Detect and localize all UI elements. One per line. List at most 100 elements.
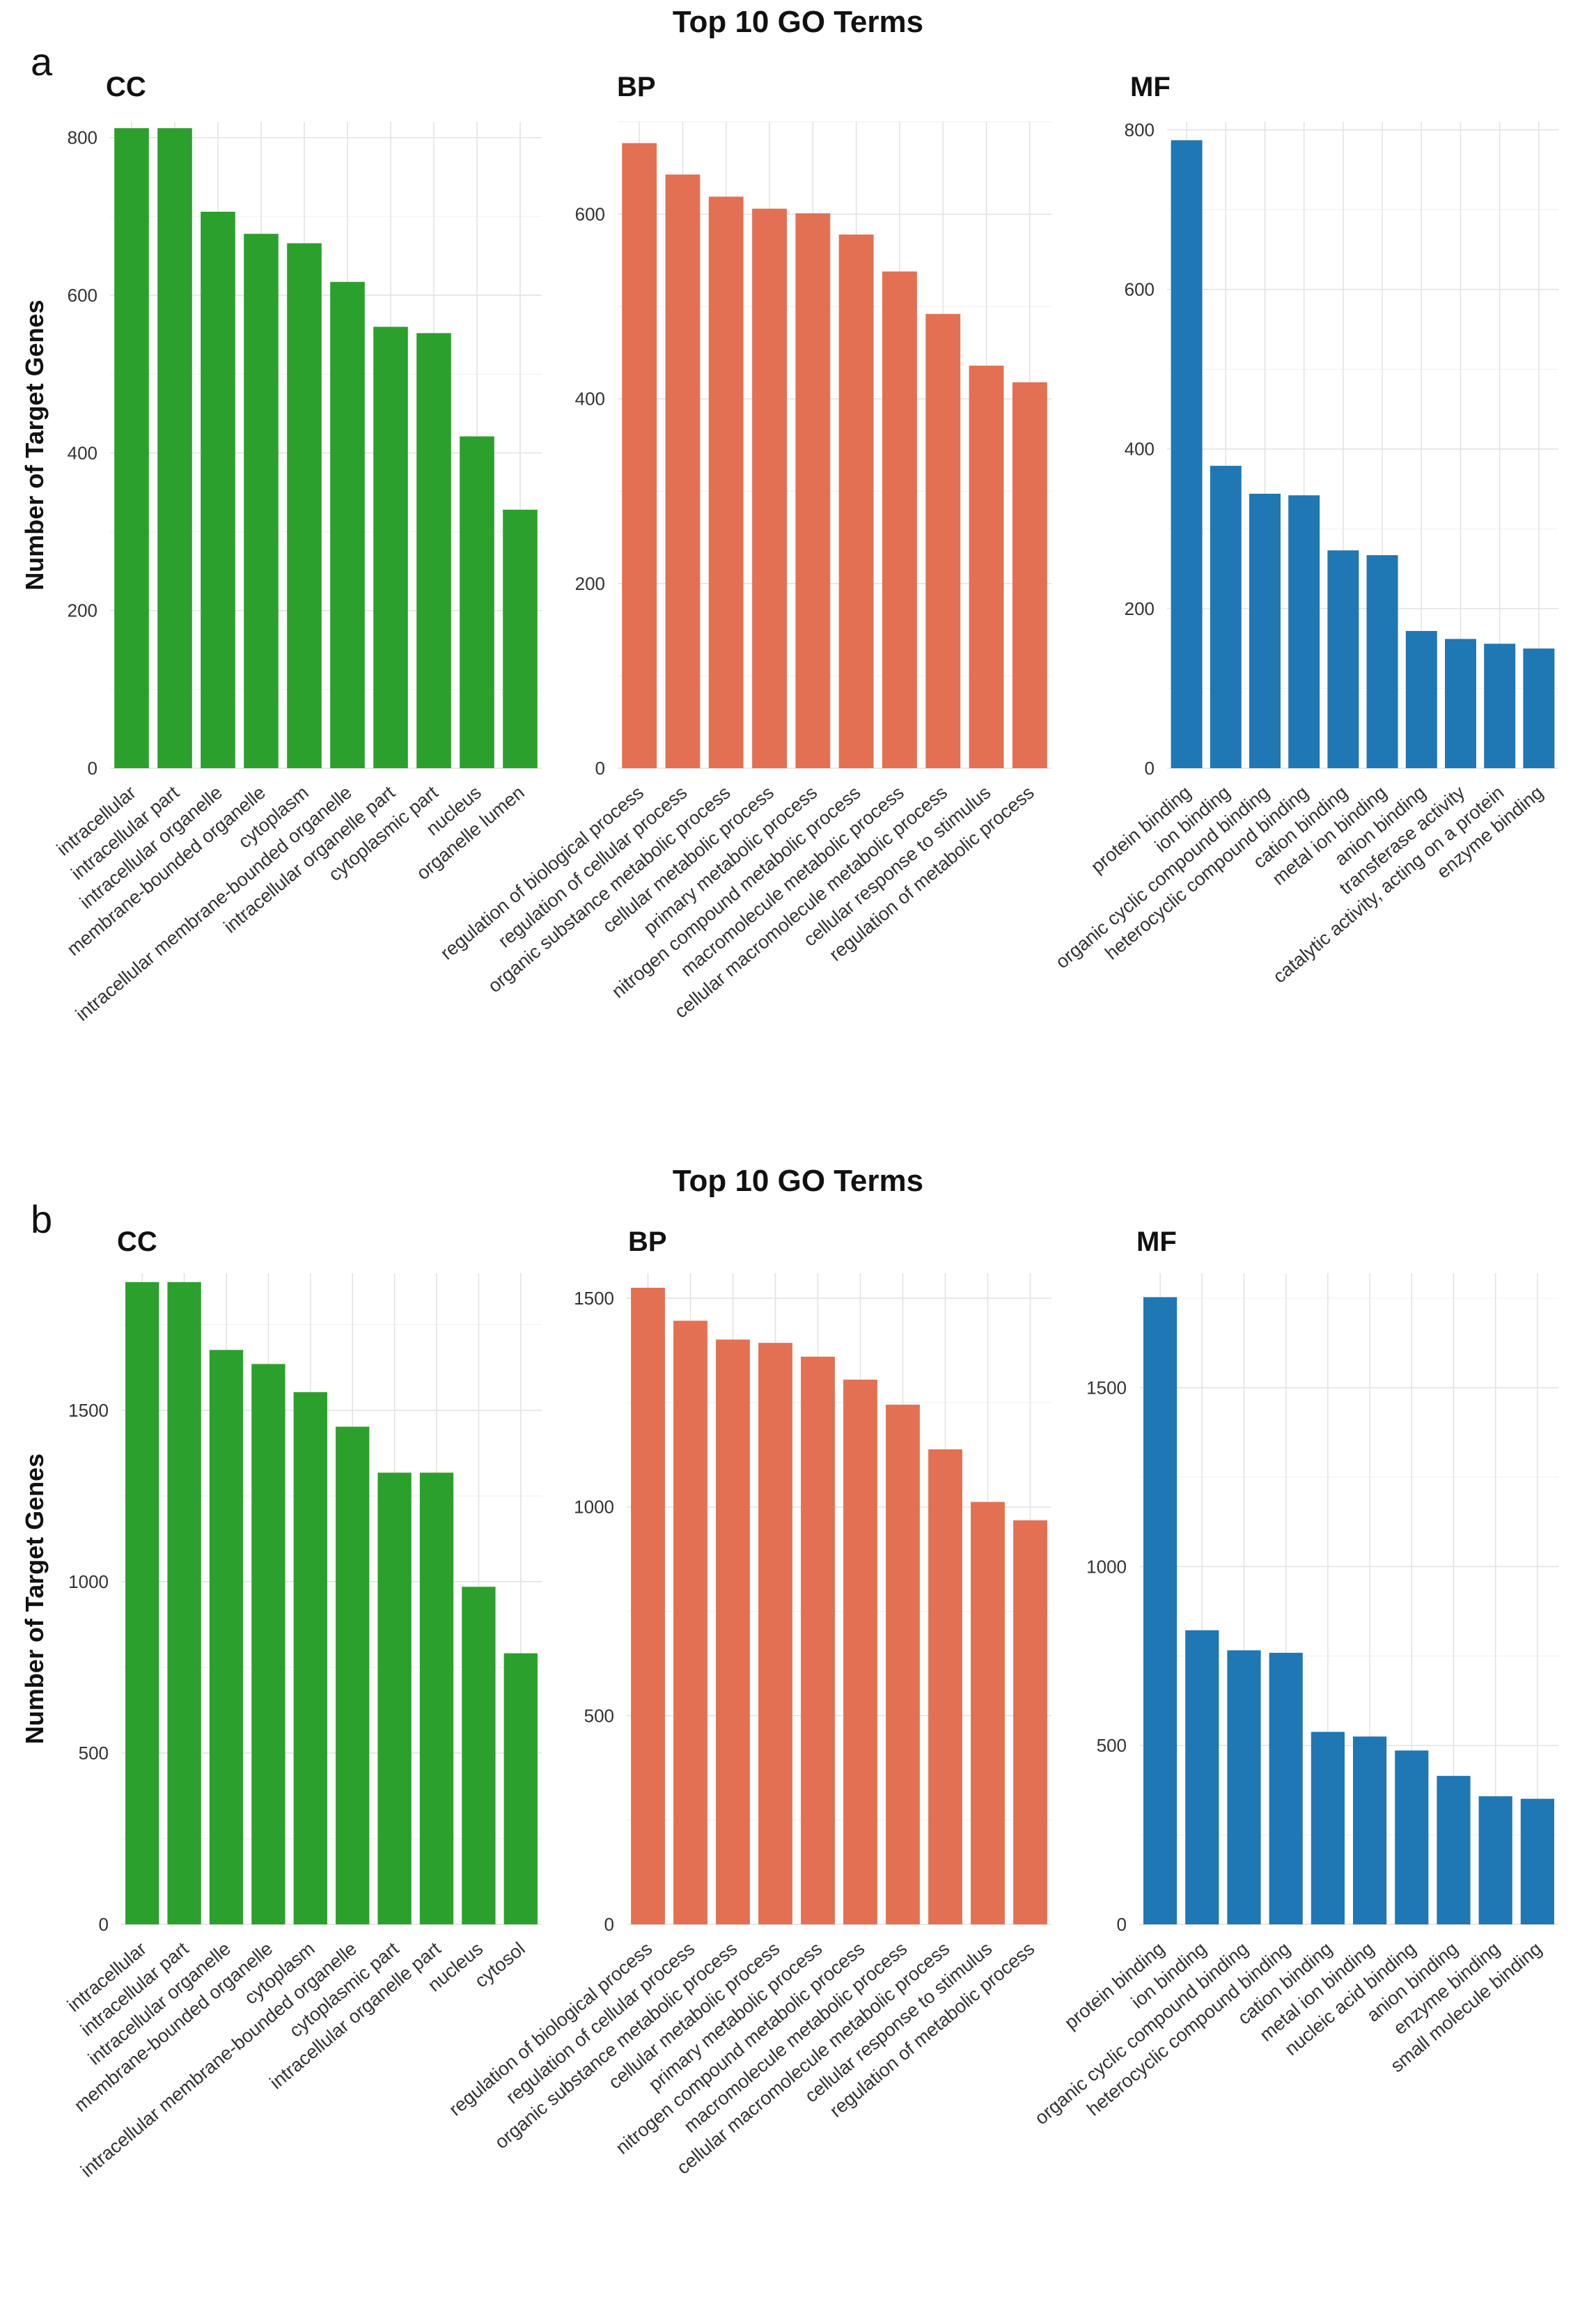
bar bbox=[503, 509, 538, 768]
bar bbox=[1311, 1731, 1345, 1924]
bar bbox=[125, 1282, 159, 1924]
bar bbox=[251, 1364, 285, 1924]
subplot-cc: CC050010001500intracellularintracellular… bbox=[63, 1227, 542, 2181]
bar bbox=[167, 1282, 201, 1924]
bar bbox=[673, 1321, 707, 1924]
y-tick-label: 0 bbox=[604, 1914, 614, 1935]
bar bbox=[716, 1339, 750, 1924]
subplot-title: BP bbox=[617, 72, 656, 102]
bar bbox=[838, 234, 874, 768]
y-tick-label: 0 bbox=[1145, 758, 1155, 779]
bar bbox=[1437, 1775, 1471, 1924]
bar bbox=[925, 313, 961, 769]
bar bbox=[336, 1426, 370, 1924]
bar bbox=[886, 1404, 920, 1924]
bar bbox=[795, 213, 831, 768]
y-tick-label: 1500 bbox=[68, 1400, 109, 1421]
bar bbox=[209, 1350, 244, 1924]
y-axis-label: Number of Target Genes bbox=[20, 299, 49, 590]
bar bbox=[1013, 1520, 1047, 1924]
subplot-title: MF bbox=[1136, 1227, 1177, 1257]
bar bbox=[373, 327, 408, 768]
bar bbox=[157, 128, 192, 769]
bar bbox=[377, 1472, 412, 1924]
y-tick-label: 600 bbox=[68, 285, 97, 306]
bar bbox=[928, 1449, 962, 1924]
y-tick-label: 400 bbox=[575, 389, 605, 410]
bar bbox=[419, 1472, 454, 1924]
bar bbox=[1484, 644, 1516, 768]
bar bbox=[503, 1653, 538, 1924]
bar bbox=[752, 208, 787, 768]
bar bbox=[330, 281, 365, 768]
bar bbox=[1478, 1796, 1512, 1924]
y-tick-label: 500 bbox=[1097, 1735, 1127, 1756]
bar bbox=[287, 243, 322, 768]
y-tick-label: 200 bbox=[575, 573, 605, 594]
panel-a: Top 10 GO Terms a Number of Target Genes CC… bbox=[20, 5, 1558, 1025]
subplot-title: CC bbox=[106, 72, 146, 102]
y-tick-label: 200 bbox=[1125, 598, 1155, 619]
subplot-title: CC bbox=[117, 1227, 157, 1257]
bar bbox=[1143, 1297, 1178, 1924]
bar bbox=[708, 196, 744, 769]
y-tick-label: 0 bbox=[99, 1914, 109, 1935]
bar bbox=[969, 365, 1004, 768]
y-tick-label: 1500 bbox=[574, 1288, 614, 1309]
bar bbox=[1520, 1798, 1554, 1924]
y-tick-label: 1000 bbox=[1086, 1556, 1127, 1577]
subplot-cc: CC0200400600800intracellularintracellula… bbox=[53, 72, 542, 1025]
bar bbox=[801, 1356, 835, 1924]
figure-title: Top 10 GO Terms bbox=[673, 5, 923, 39]
bar bbox=[758, 1343, 792, 1924]
subplot-title: MF bbox=[1130, 72, 1171, 102]
bar bbox=[843, 1379, 877, 1924]
bar bbox=[1210, 465, 1242, 768]
bar bbox=[971, 1502, 1005, 1924]
y-tick-label: 1500 bbox=[1086, 1377, 1127, 1398]
y-axis-label: Number of Target Genes bbox=[20, 1454, 49, 1744]
y-tick-label: 1000 bbox=[574, 1497, 614, 1518]
bar bbox=[1523, 648, 1555, 768]
bar bbox=[665, 174, 701, 768]
subplot-title: BP bbox=[628, 1227, 667, 1257]
panel-letter: b bbox=[31, 1197, 52, 1241]
panel-letter: a bbox=[31, 40, 53, 84]
y-tick-label: 0 bbox=[88, 758, 97, 779]
bar bbox=[1269, 1653, 1303, 1924]
y-tick-label: 800 bbox=[68, 127, 97, 148]
bar bbox=[460, 436, 494, 768]
bar bbox=[1445, 639, 1476, 768]
bar bbox=[1327, 550, 1359, 768]
bar bbox=[201, 212, 235, 768]
y-tick-label: 600 bbox=[1125, 279, 1155, 300]
y-tick-label: 400 bbox=[68, 442, 97, 463]
y-tick-label: 0 bbox=[595, 758, 605, 779]
bar bbox=[1353, 1736, 1387, 1924]
figure-title: Top 10 GO Terms bbox=[673, 1164, 923, 1198]
bar bbox=[1395, 1750, 1429, 1924]
y-tick-label: 800 bbox=[1125, 119, 1155, 140]
bar bbox=[1366, 555, 1398, 768]
y-tick-label: 200 bbox=[68, 600, 97, 621]
bar bbox=[1012, 382, 1047, 768]
bar bbox=[244, 233, 279, 768]
y-tick-label: 400 bbox=[1125, 439, 1155, 460]
bar bbox=[1227, 1650, 1261, 1924]
y-tick-label: 500 bbox=[79, 1743, 109, 1763]
bar bbox=[416, 333, 451, 768]
bar bbox=[882, 271, 917, 768]
bar bbox=[293, 1392, 327, 1924]
y-tick-label: 500 bbox=[584, 1705, 614, 1726]
bar bbox=[1405, 630, 1437, 768]
bar bbox=[1288, 495, 1320, 768]
bar bbox=[1249, 493, 1281, 768]
y-tick-label: 600 bbox=[575, 204, 605, 225]
y-tick-label: 1000 bbox=[68, 1571, 109, 1592]
bar bbox=[1171, 140, 1203, 769]
bar bbox=[462, 1587, 496, 1924]
